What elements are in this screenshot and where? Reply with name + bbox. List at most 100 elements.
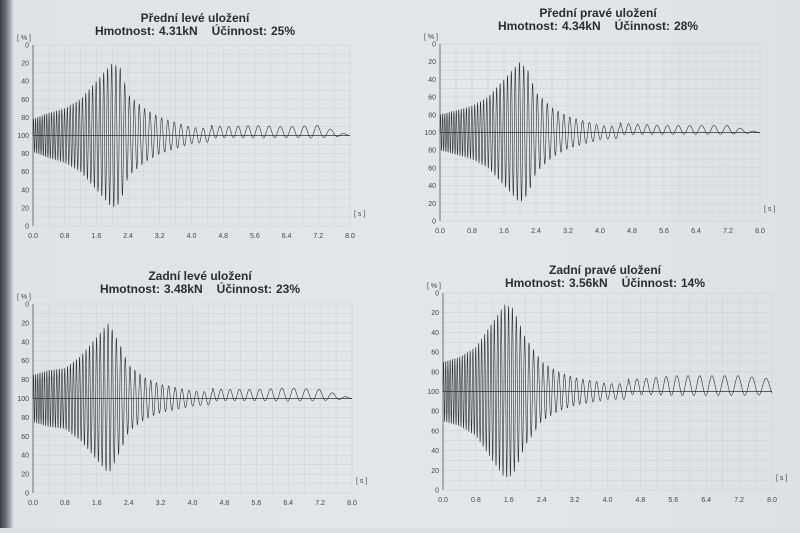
x-axis-unit: [ s ] <box>354 211 365 218</box>
y-tick-label: 0 <box>25 302 29 309</box>
y-tick-label: 80 <box>428 112 436 119</box>
x-tick-label: 2.4 <box>124 500 134 507</box>
x-tick-label: 0.8 <box>60 233 70 240</box>
grid <box>32 303 353 494</box>
x-tick-label: 8.0 <box>755 228 765 235</box>
y-tick-label: 40 <box>21 79 29 86</box>
x-tick-label: 5.6 <box>668 497 678 504</box>
y-tick-label: 100 <box>424 130 436 137</box>
y-tick-label: 20 <box>21 205 29 212</box>
x-tick-label: 7.2 <box>313 233 323 240</box>
mass-label: Hmotnost: <box>498 19 558 33</box>
chart-subtitle: Hmotnost: 3.56kN Účinnost: 14% <box>505 275 705 290</box>
y-tick-label: 20 <box>21 61 29 68</box>
mass-label: Hmotnost: <box>95 24 155 38</box>
x-tick-label: 4.8 <box>636 497 646 504</box>
efficiency-value: 14% <box>681 276 705 290</box>
efficiency-label: Účinnost: <box>615 18 670 33</box>
x-tick-label: 0.0 <box>435 228 445 235</box>
y-axis-unit: [ % ] <box>17 294 31 301</box>
efficiency-value: 25% <box>271 24 295 38</box>
y-tick-label: 40 <box>428 183 436 190</box>
x-tick-label: 3.2 <box>563 228 573 235</box>
mass-label: Hmotnost: <box>505 276 565 290</box>
x-tick-label: 0.0 <box>28 500 38 507</box>
chart-title: Přední pravé uložení <box>539 6 657 20</box>
y-tick-label: 20 <box>431 310 439 317</box>
x-tick-label: 8.0 <box>345 233 355 240</box>
y-tick-label: 20 <box>21 320 29 327</box>
x-tick-label: 6.4 <box>283 500 293 507</box>
x-tick-label: 2.4 <box>537 497 547 504</box>
y-tick-label: 0 <box>432 42 436 49</box>
x-tick-label: 1.6 <box>499 228 509 235</box>
x-tick-label: 1.6 <box>92 500 102 507</box>
y-tick-label: 100 <box>427 389 439 396</box>
x-tick-label: 0.0 <box>28 233 38 240</box>
x-tick-label: 7.2 <box>723 228 733 235</box>
y-tick-label: 80 <box>21 115 29 122</box>
y-tick-label: 40 <box>21 187 29 194</box>
x-tick-label: 3.2 <box>570 497 580 504</box>
x-tick-label: 4.0 <box>187 233 197 240</box>
y-tick-label: 100 <box>17 133 29 140</box>
y-tick-label: 0 <box>435 488 439 495</box>
y-tick-label: 80 <box>431 409 439 416</box>
y-tick-label: 60 <box>428 165 436 172</box>
y-axis-unit: [ % ] <box>17 35 31 42</box>
x-axis-unit: [ s ] <box>776 475 787 482</box>
mass-value: 3.48kN <box>164 282 203 296</box>
efficiency-value: 23% <box>276 282 300 296</box>
x-tick-label: 4.0 <box>595 228 605 235</box>
signal-line <box>32 323 352 472</box>
y-tick-label: 20 <box>431 468 439 475</box>
chart-title: Zadní levé uložení <box>148 269 252 283</box>
x-tick-label: 3.2 <box>156 500 166 507</box>
chart-subtitle: Hmotnost: 4.31kN Účinnost: 25% <box>95 23 295 38</box>
efficiency-label: Účinnost: <box>217 281 272 296</box>
y-axis-unit: [ % ] <box>424 34 438 41</box>
y-tick-label: 80 <box>428 148 436 155</box>
y-axis-unit: [ % ] <box>427 283 441 290</box>
y-tick-label: 80 <box>21 151 29 158</box>
y-tick-label: 80 <box>431 369 439 376</box>
efficiency-label: Účinnost: <box>212 23 267 38</box>
chart-title: Zadní pravé uložení <box>549 263 662 277</box>
x-tick-label: 4.8 <box>218 233 228 240</box>
y-tick-label: 60 <box>21 358 29 365</box>
x-tick-label: 4.0 <box>603 497 613 504</box>
x-tick-label: 2.4 <box>531 228 541 235</box>
x-tick-label: 4.8 <box>627 228 637 235</box>
signal-line <box>32 63 350 208</box>
signal-line <box>439 62 760 202</box>
y-tick-label: 40 <box>21 453 29 460</box>
y-tick-label: 60 <box>21 434 29 441</box>
y-tick-label: 80 <box>21 377 29 384</box>
x-tick-label: 3.2 <box>155 233 165 240</box>
x-tick-label: 8.0 <box>347 500 357 507</box>
x-tick-label: 0.8 <box>471 497 481 504</box>
chart-subtitle: Hmotnost: 4.34kN Účinnost: 28% <box>498 18 698 33</box>
x-tick-label: 7.2 <box>315 500 325 507</box>
y-tick-label: 40 <box>431 330 439 337</box>
x-tick-label: 0.8 <box>60 500 70 507</box>
x-axis-unit: [ s ] <box>764 206 775 213</box>
x-tick-label: 4.8 <box>220 500 230 507</box>
y-tick-label: 20 <box>428 59 436 66</box>
y-tick-label: 0 <box>435 291 439 298</box>
x-tick-label: 1.6 <box>504 497 514 504</box>
x-tick-label: 8.0 <box>767 497 777 504</box>
y-tick-label: 0 <box>25 43 29 50</box>
y-tick-label: 40 <box>431 448 439 455</box>
x-tick-label: 6.4 <box>701 497 711 504</box>
y-tick-label: 0 <box>432 219 436 226</box>
chart-title: Přední levé uložení <box>141 11 250 25</box>
mass-value: 3.56kN <box>569 276 608 290</box>
x-tick-label: 0.0 <box>438 497 448 504</box>
mass-label: Hmotnost: <box>100 282 160 296</box>
